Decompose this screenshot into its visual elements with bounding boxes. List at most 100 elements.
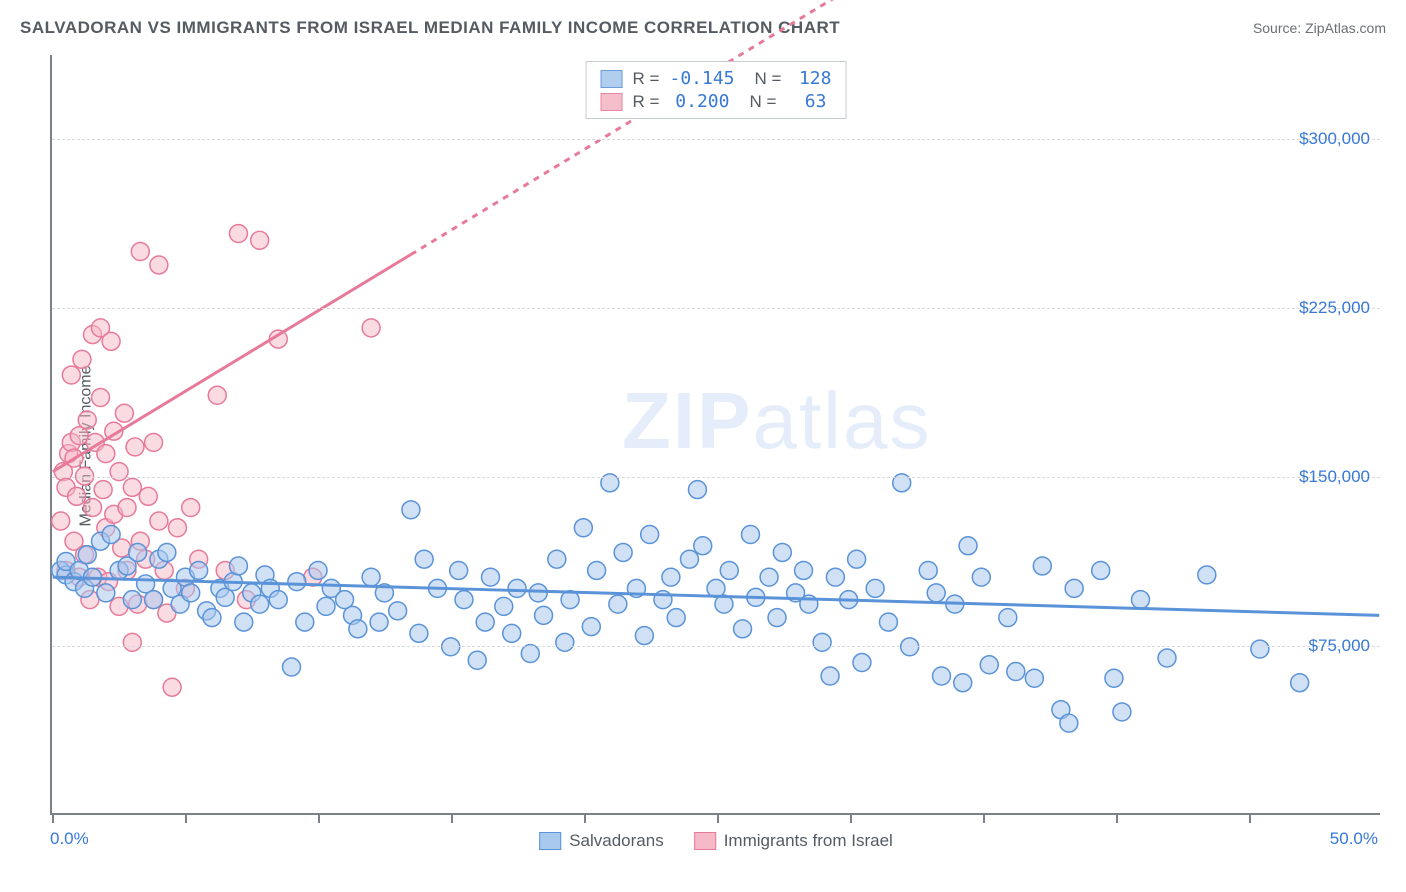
salvadorans-point (415, 550, 433, 568)
salvadorans-point (370, 613, 388, 631)
salvadorans-point (129, 543, 147, 561)
salvadorans-point (455, 591, 473, 609)
salvadorans-point (145, 591, 163, 609)
salvadorans-point (389, 602, 407, 620)
salvadorans-point (521, 645, 539, 663)
salvadorans-point (972, 568, 990, 586)
salvadorans-point (288, 573, 306, 591)
salvadorans-point (760, 568, 778, 586)
salvadorans-point (927, 584, 945, 602)
salvadorans-point (482, 568, 500, 586)
salvadorans-point (450, 561, 468, 579)
israel-point (145, 433, 163, 451)
salvadorans-point (1251, 640, 1269, 658)
salvadorans-point (503, 624, 521, 642)
legend-stats-row: R = 0.200N = 63 (601, 90, 832, 113)
salvadorans-point (667, 609, 685, 627)
israel-point (97, 445, 115, 463)
israel-point (168, 519, 186, 537)
stat-r-value: -0.145 (669, 68, 734, 89)
salvadorans-point (635, 627, 653, 645)
x-tick (717, 813, 719, 823)
salvadorans-point (853, 654, 871, 672)
israel-point (131, 243, 149, 261)
israel-point (126, 438, 144, 456)
salvadorans-point (1105, 669, 1123, 687)
chart-title: SALVADORAN VS IMMIGRANTS FROM ISRAEL MED… (20, 18, 840, 38)
israel-point (94, 481, 112, 499)
salvadorans-point (535, 606, 553, 624)
salvadorans-point (296, 613, 314, 631)
israel-point (118, 499, 136, 517)
salvadorans-point (97, 584, 115, 602)
salvadorans-point (362, 568, 380, 586)
salvadorans-point (609, 595, 627, 613)
israel-point (73, 350, 91, 368)
salvadorans-point (1060, 714, 1078, 732)
salvadorans-point (813, 633, 831, 651)
salvadorans-point (556, 633, 574, 651)
x-tick (983, 813, 985, 823)
salvadorans-point (720, 561, 738, 579)
salvadorans-point (309, 561, 327, 579)
x-min-label: 0.0% (50, 829, 89, 849)
israel-point (115, 404, 133, 422)
israel-point (78, 411, 96, 429)
x-max-label: 50.0% (1330, 829, 1378, 849)
legend-swatch (694, 832, 716, 850)
israel-point (92, 389, 110, 407)
salvadorans-point (1025, 669, 1043, 687)
salvadorans-point (1158, 649, 1176, 667)
plot-area: ZIPatlas R = -0.145N = 128R = 0.200N = 6… (50, 55, 1380, 815)
salvadorans-point (821, 667, 839, 685)
stat-r-value: 0.200 (669, 91, 729, 112)
stat-n-value: 63 (786, 91, 826, 112)
salvadorans-point (203, 609, 221, 627)
source-prefix: Source: (1253, 20, 1305, 36)
salvadorans-point (866, 579, 884, 597)
legend-label: Salvadorans (569, 831, 664, 851)
salvadorans-point (919, 561, 937, 579)
israel-point (362, 319, 380, 337)
legend-item: Immigrants from Israel (694, 831, 893, 851)
salvadorans-point (795, 561, 813, 579)
x-tick (850, 813, 852, 823)
salvadorans-point (78, 546, 96, 564)
israel-point (139, 487, 157, 505)
israel-point (76, 467, 94, 485)
israel-point (150, 512, 168, 530)
stat-n-value: 128 (791, 68, 831, 89)
israel-point (123, 633, 141, 651)
salvadorans-point (980, 656, 998, 674)
chart-svg (52, 55, 1380, 813)
salvadorans-point (694, 537, 712, 555)
y-tick-label: $300,000 (1299, 129, 1370, 149)
salvadorans-point (1291, 674, 1309, 692)
salvadorans-point (1132, 591, 1150, 609)
trend-line (53, 255, 411, 472)
legend-swatch (601, 70, 623, 88)
y-tick-label: $150,000 (1299, 467, 1370, 487)
gridline (52, 646, 1380, 647)
salvadorans-point (1198, 566, 1216, 584)
salvadorans-point (158, 543, 176, 561)
israel-point (123, 478, 141, 496)
stat-n-label: N = (749, 92, 776, 112)
israel-point (68, 487, 86, 505)
salvadorans-point (742, 526, 760, 544)
salvadorans-point (283, 658, 301, 676)
salvadorans-point (933, 667, 951, 685)
israel-point (208, 386, 226, 404)
salvadorans-point (548, 550, 566, 568)
israel-point (251, 231, 269, 249)
x-tick (451, 813, 453, 823)
salvadorans-point (773, 543, 791, 561)
legend-stats-box: R = -0.145N = 128R = 0.200N = 63 (586, 61, 847, 119)
source-name: ZipAtlas.com (1305, 20, 1386, 36)
trend-line (411, 0, 1379, 255)
salvadorans-point (182, 584, 200, 602)
salvadorans-point (102, 526, 120, 544)
salvadorans-point (508, 579, 526, 597)
y-tick-label: $75,000 (1309, 636, 1370, 656)
israel-point (52, 512, 70, 530)
